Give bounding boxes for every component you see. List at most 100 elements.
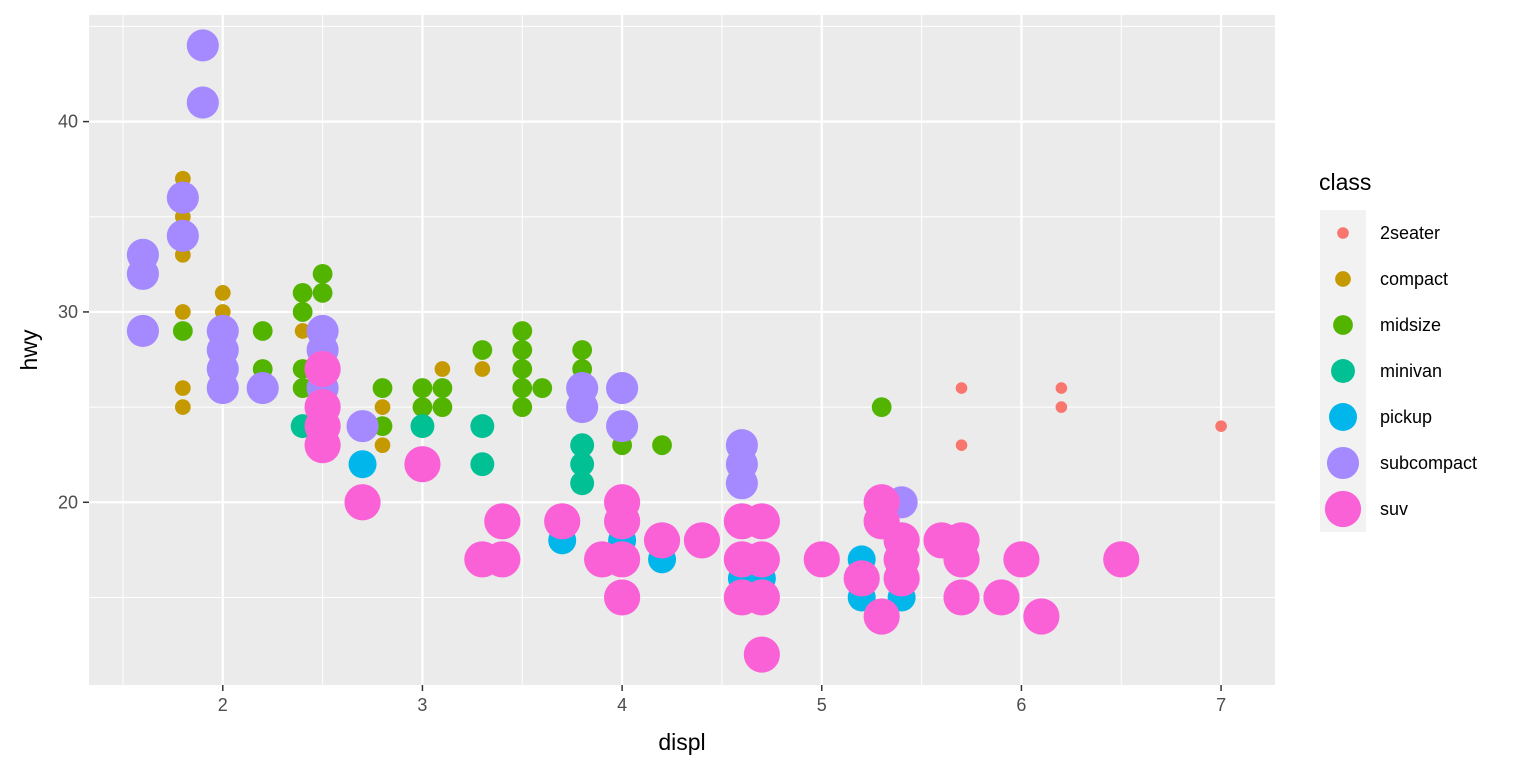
data-point-midsize — [172, 321, 193, 341]
legend-key-minivan — [1331, 359, 1355, 383]
data-point-suv — [683, 522, 721, 559]
x-axis-title: displ — [658, 729, 705, 755]
y-tick-label: 20 — [58, 492, 78, 512]
y-axis-title: hwy — [16, 329, 42, 370]
legend-items: 2seater compact midsize minivan pickup subcom… — [1324, 223, 1477, 528]
data-point-compact — [474, 361, 491, 377]
data-point-midsize — [652, 435, 672, 456]
data-point-suv — [743, 541, 780, 578]
legend-label-midsize: midsize — [1380, 315, 1441, 335]
data-point-suv — [983, 579, 1020, 616]
data-point-midsize — [512, 397, 533, 418]
data-point-suv — [484, 503, 521, 540]
legend-key-suv — [1324, 490, 1362, 528]
data-point-midsize — [472, 340, 493, 360]
data-point-suv — [1103, 541, 1140, 578]
data-point-minivan — [570, 452, 595, 477]
data-point-midsize — [532, 378, 553, 398]
data-point-midsize — [292, 282, 313, 303]
data-point-subcompact — [166, 181, 199, 214]
x-tick-label: 5 — [817, 695, 827, 715]
data-point-suv — [604, 579, 641, 616]
data-point-subcompact — [126, 314, 159, 348]
legend-key-pickup — [1329, 403, 1357, 431]
data-point-suv — [943, 579, 980, 616]
data-point-subcompact — [166, 219, 199, 252]
data-point-midsize — [412, 378, 433, 398]
legend-label-compact: compact — [1380, 269, 1448, 289]
data-point-midsize — [512, 321, 533, 341]
data-point-midsize — [432, 397, 453, 418]
data-point-subcompact — [126, 257, 159, 290]
data-point-minivan — [570, 471, 595, 496]
data-point-pickup — [348, 450, 377, 479]
data-point-compact — [294, 323, 311, 339]
data-point-subcompact — [186, 29, 219, 62]
panel-background — [89, 15, 1275, 685]
data-point-2seater — [1215, 420, 1227, 432]
data-point-midsize — [512, 359, 533, 379]
y-tick-label: 30 — [58, 302, 78, 322]
data-point-midsize — [572, 340, 593, 360]
legend-key-midsize — [1333, 315, 1353, 335]
legend: class 2seater compact midsize minivan pickup… — [1319, 169, 1477, 532]
x-tick-label: 6 — [1016, 695, 1026, 715]
data-point-suv — [344, 484, 381, 521]
legend-key-subcompact — [1326, 446, 1360, 480]
data-point-midsize — [312, 282, 333, 303]
data-point-suv — [843, 560, 880, 597]
x-tick-label: 4 — [617, 695, 627, 715]
data-point-midsize — [312, 263, 333, 284]
data-point-subcompact — [246, 372, 279, 405]
legend-label-minivan: minivan — [1380, 361, 1442, 381]
data-point-compact — [174, 399, 191, 415]
legend-label-2seater: 2seater — [1380, 223, 1440, 243]
data-point-subcompact — [606, 372, 639, 405]
data-point-midsize — [292, 302, 313, 322]
data-point-subcompact — [186, 86, 219, 119]
data-point-midsize — [412, 397, 433, 418]
data-point-midsize — [512, 378, 533, 398]
data-point-suv — [484, 541, 521, 578]
data-point-midsize — [252, 321, 273, 341]
data-point-suv — [1023, 598, 1060, 635]
data-point-subcompact — [566, 391, 599, 424]
data-point-suv — [404, 446, 441, 483]
data-point-compact — [374, 437, 391, 454]
data-point-suv — [544, 503, 581, 540]
data-point-suv — [604, 541, 641, 578]
legend-label-suv: suv — [1380, 499, 1408, 519]
data-point-suv — [304, 350, 341, 388]
x-tick-label: 2 — [218, 695, 228, 715]
data-point-compact — [174, 380, 191, 396]
data-point-suv — [743, 579, 780, 616]
data-point-suv — [304, 427, 341, 464]
axes: 2 3 4 5 6 7 20 30 40 — [58, 112, 1226, 715]
data-point-suv — [863, 598, 900, 635]
data-point-compact — [174, 304, 191, 320]
legend-label-pickup: pickup — [1380, 407, 1432, 427]
data-point-subcompact — [606, 410, 639, 443]
y-tick-label: 40 — [58, 112, 78, 132]
data-point-minivan — [470, 414, 495, 439]
data-point-midsize — [512, 340, 533, 360]
data-point-suv — [1003, 541, 1040, 578]
data-point-2seater — [955, 439, 968, 451]
data-point-midsize — [372, 378, 393, 398]
data-point-midsize — [432, 378, 453, 398]
data-point-suv — [604, 503, 641, 540]
data-point-2seater — [955, 382, 968, 394]
data-point-2seater — [1055, 401, 1068, 413]
data-point-midsize — [871, 397, 892, 418]
data-point-minivan — [570, 433, 595, 458]
data-point-suv — [803, 541, 840, 578]
data-point-compact — [434, 361, 451, 377]
legend-key-compact — [1335, 271, 1351, 287]
data-point-suv — [943, 541, 980, 578]
data-point-suv — [883, 560, 920, 597]
data-point-2seater — [1055, 382, 1068, 394]
legend-label-subcompact: subcompact — [1380, 453, 1477, 473]
data-point-minivan — [470, 452, 495, 477]
data-point-suv — [743, 636, 780, 673]
legend-key-2seater — [1337, 227, 1349, 239]
